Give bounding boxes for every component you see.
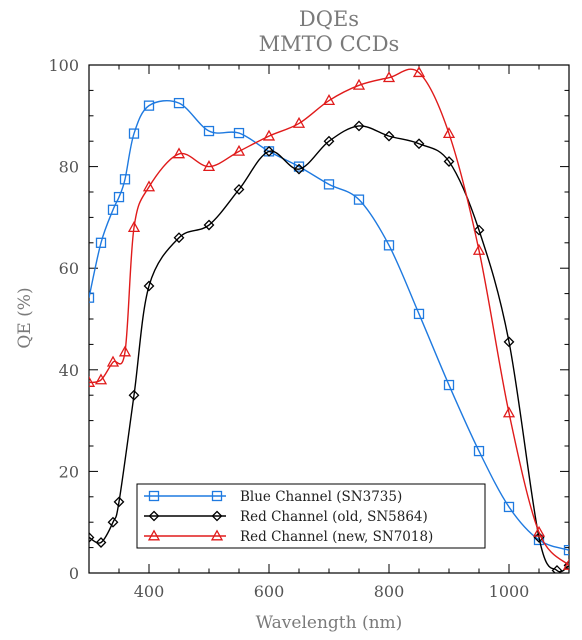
axis-ticks: 400 600 800 1000 0 20 40 60 80 100 bbox=[48, 56, 570, 601]
data-point bbox=[95, 237, 107, 248]
data-point bbox=[143, 280, 155, 292]
legend-label: Red Channel (new, SN7018) bbox=[240, 529, 433, 545]
data-point bbox=[353, 120, 365, 132]
data-point bbox=[233, 184, 245, 195]
y-tick-label: 80 bbox=[59, 158, 79, 177]
y-axis-label: QE (%) bbox=[15, 287, 35, 348]
data-point bbox=[119, 174, 131, 185]
data-point bbox=[473, 445, 485, 457]
data-point bbox=[323, 135, 335, 147]
data-point bbox=[94, 373, 108, 385]
data-point bbox=[113, 191, 125, 203]
data-point bbox=[382, 71, 396, 83]
chart-subtitle: MMTO CCDs bbox=[259, 32, 400, 56]
data-point bbox=[142, 180, 156, 192]
data-point bbox=[203, 125, 215, 137]
legend-label: Red Channel (old, SN5864) bbox=[240, 509, 428, 525]
data-point bbox=[383, 130, 395, 142]
data-point bbox=[413, 138, 425, 150]
data-point bbox=[383, 240, 395, 251]
chart-title: DQEs bbox=[299, 7, 359, 31]
data-point bbox=[173, 97, 185, 109]
data-point bbox=[107, 204, 119, 215]
data-point bbox=[106, 355, 120, 367]
data-point bbox=[323, 179, 335, 190]
data-point bbox=[233, 127, 245, 139]
data-point bbox=[503, 336, 515, 348]
x-axis-label: Wavelength (nm) bbox=[256, 613, 403, 633]
data-point bbox=[232, 144, 246, 156]
x-tick-label: 400 bbox=[134, 582, 165, 601]
data-point bbox=[563, 544, 569, 556]
legend: Blue Channel (SN3735) Red Channel (old, S… bbox=[136, 483, 486, 549]
x-tick-label: 600 bbox=[254, 582, 285, 601]
data-point bbox=[113, 496, 125, 508]
series-square bbox=[89, 97, 569, 556]
data-point bbox=[532, 525, 546, 537]
data-point bbox=[442, 127, 456, 139]
data-point bbox=[107, 516, 119, 528]
data-point bbox=[128, 389, 140, 401]
legend-label: Blue Channel (SN3735) bbox=[240, 489, 402, 505]
data-point bbox=[322, 94, 336, 106]
data-point bbox=[172, 147, 186, 159]
y-tick-label: 60 bbox=[59, 259, 79, 278]
data-point bbox=[353, 194, 365, 205]
legend-marker bbox=[147, 529, 161, 541]
series-line bbox=[89, 100, 569, 551]
y-tick-label: 20 bbox=[59, 462, 79, 481]
series-line bbox=[89, 68, 569, 566]
data-point bbox=[89, 375, 96, 387]
x-tick-label: 800 bbox=[374, 582, 405, 601]
data-point bbox=[502, 406, 516, 418]
data-point bbox=[293, 163, 305, 175]
series-diamond bbox=[89, 120, 569, 573]
data-point bbox=[292, 116, 306, 128]
data-point bbox=[563, 559, 569, 571]
data-point bbox=[202, 160, 216, 172]
series-layer bbox=[89, 66, 569, 573]
data-point bbox=[412, 66, 426, 78]
data-point bbox=[143, 100, 155, 111]
data-point bbox=[352, 78, 366, 90]
data-point bbox=[263, 145, 275, 157]
data-point bbox=[128, 128, 140, 139]
data-point bbox=[562, 558, 569, 570]
series-line bbox=[89, 125, 569, 573]
data-point bbox=[127, 221, 141, 233]
data-point bbox=[413, 308, 425, 320]
data-point bbox=[203, 219, 215, 231]
series-triangle bbox=[89, 66, 569, 570]
data-point bbox=[443, 379, 455, 391]
data-point bbox=[89, 292, 95, 303]
data-point bbox=[473, 224, 485, 236]
data-point bbox=[95, 537, 107, 548]
y-tick-label: 0 bbox=[69, 564, 79, 583]
legend-marker bbox=[211, 490, 223, 502]
data-point bbox=[443, 156, 455, 167]
y-tick-label: 40 bbox=[59, 361, 79, 380]
legend-marker bbox=[148, 490, 160, 502]
data-point bbox=[89, 532, 95, 543]
data-point bbox=[262, 129, 276, 141]
y-tick-label: 100 bbox=[48, 56, 79, 75]
legend-marker bbox=[210, 529, 224, 541]
x-tick-label: 1000 bbox=[489, 582, 530, 601]
legend-marker bbox=[211, 510, 223, 522]
legend-marker bbox=[148, 510, 160, 522]
data-point bbox=[173, 232, 185, 244]
data-point bbox=[503, 501, 515, 513]
data-point bbox=[472, 243, 486, 255]
data-point bbox=[118, 345, 132, 357]
data-point bbox=[551, 565, 563, 573]
